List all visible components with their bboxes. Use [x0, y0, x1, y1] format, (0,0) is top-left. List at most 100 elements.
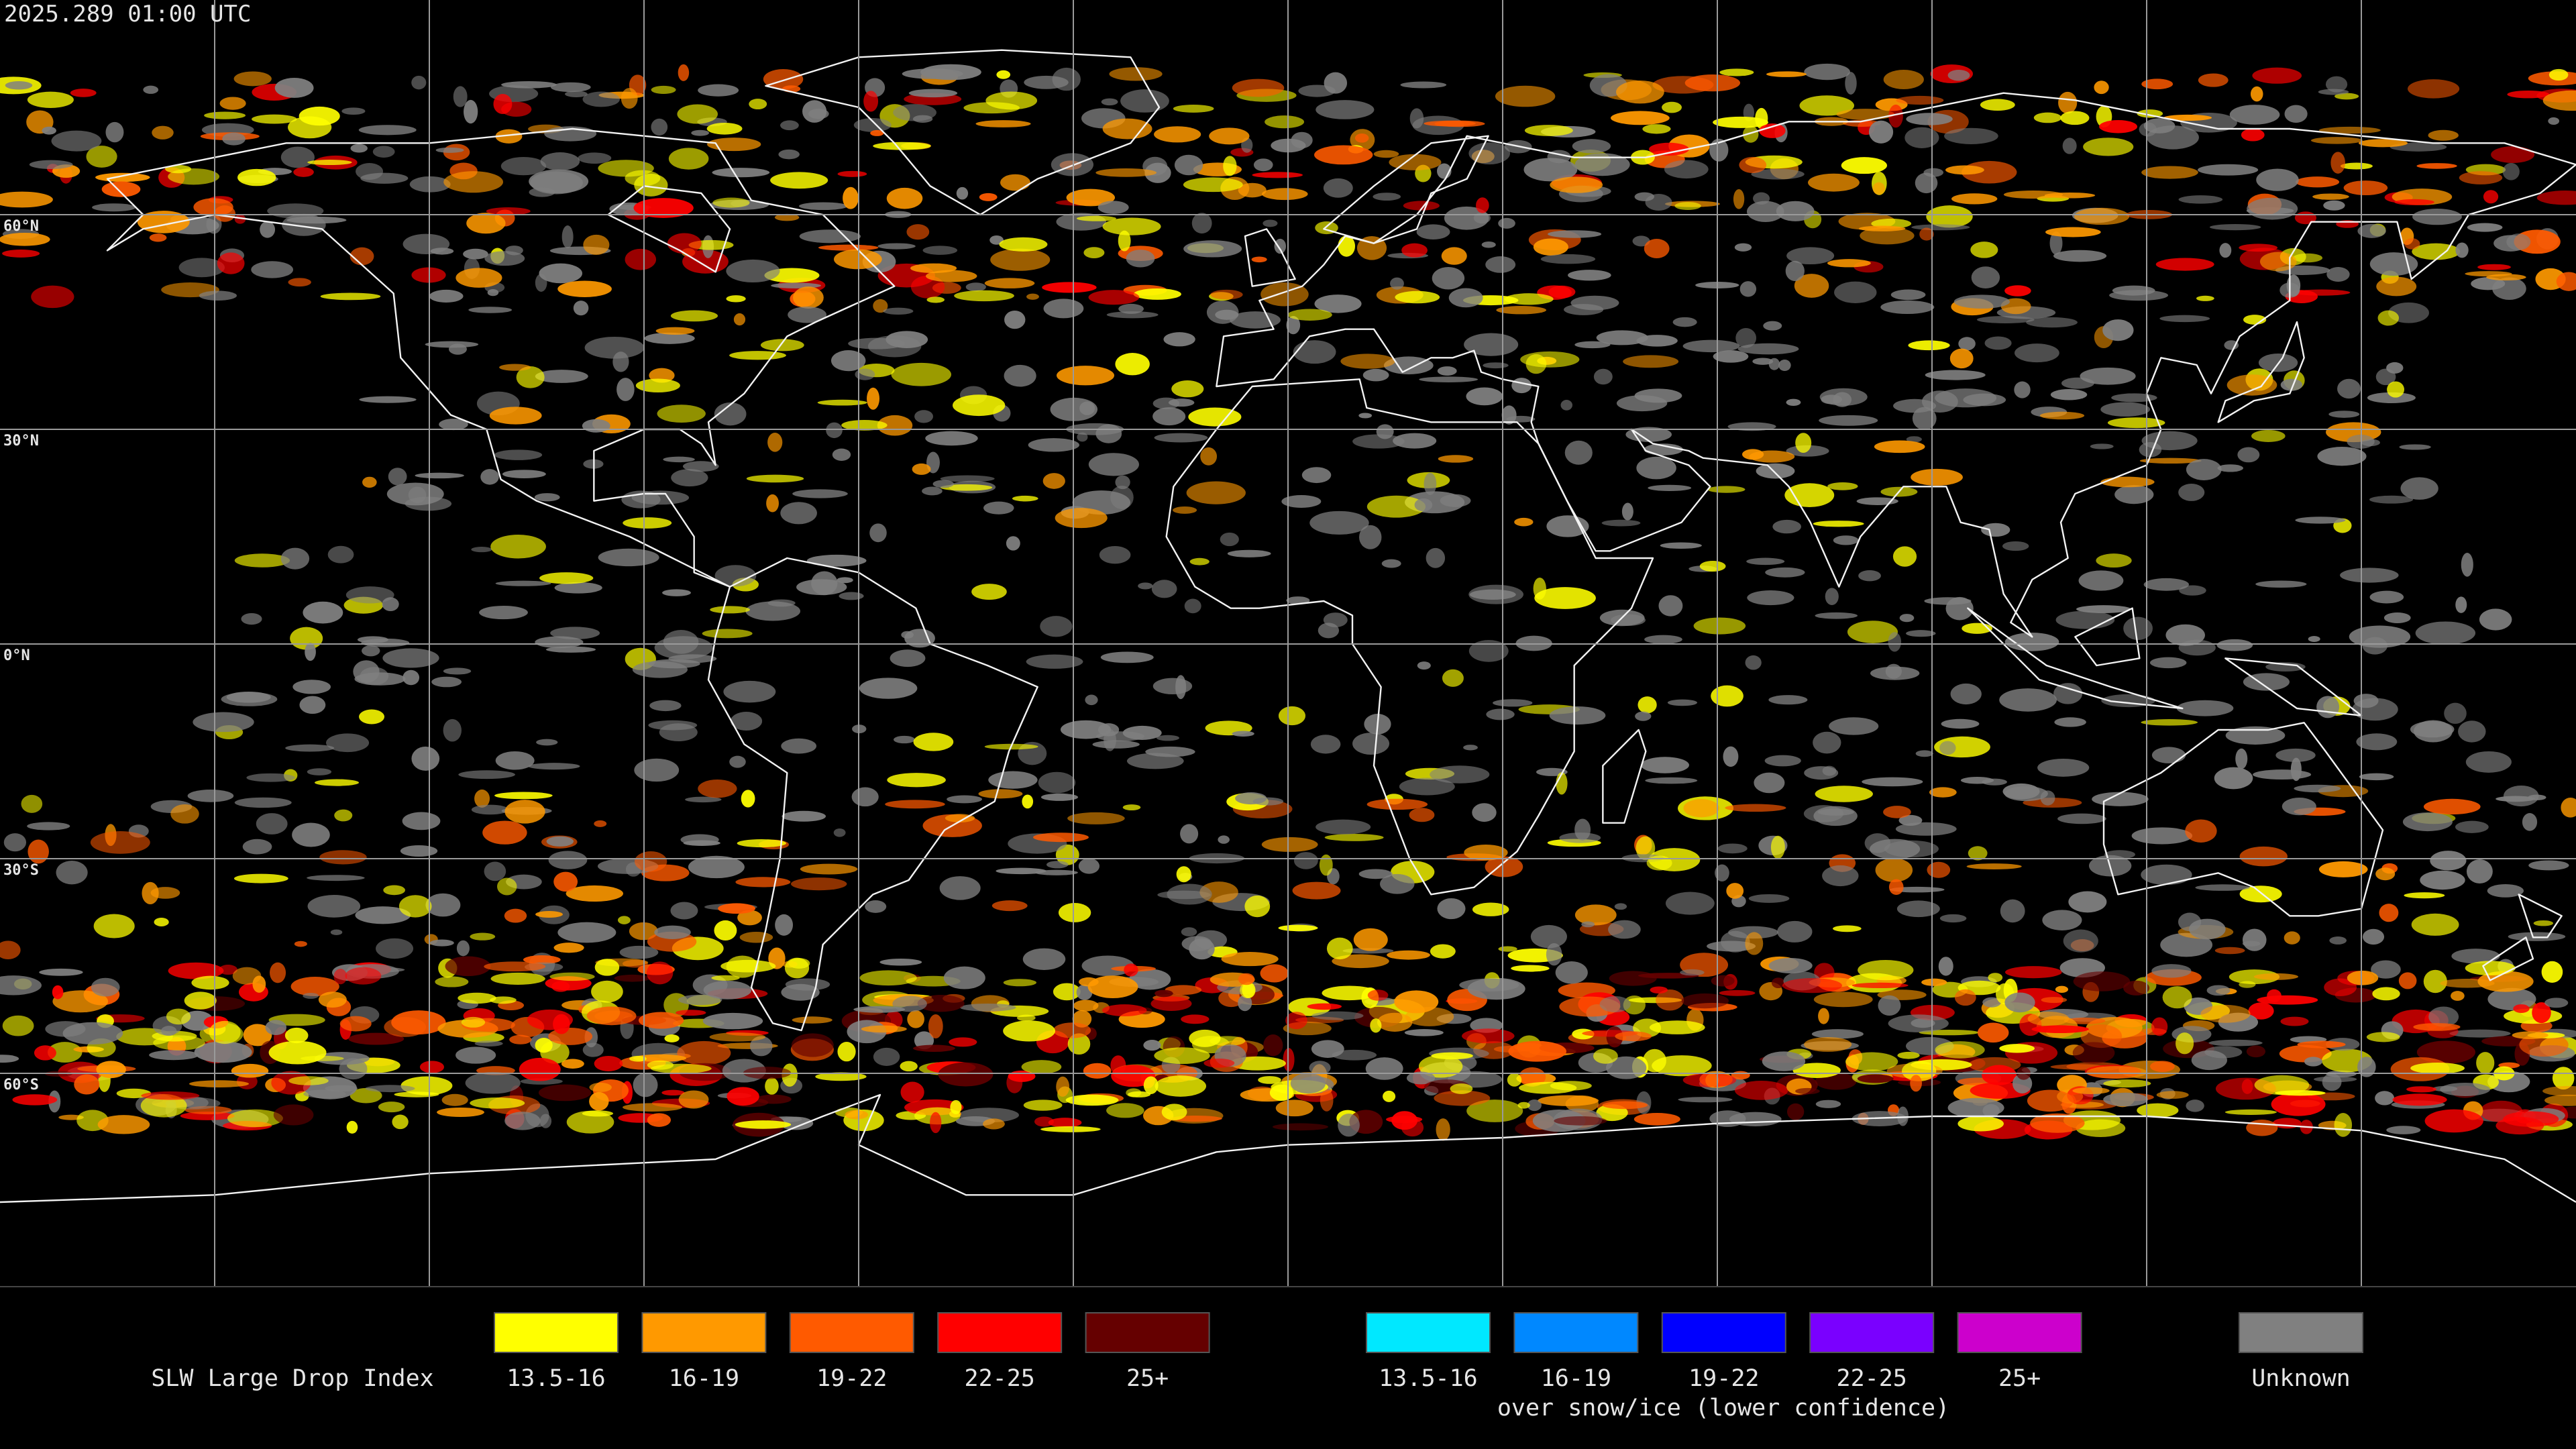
cloud-patch	[1430, 944, 1456, 959]
cloud-patch	[2137, 1103, 2179, 1118]
cloud-patch	[1418, 1055, 1463, 1078]
cloud-patch	[1794, 274, 1829, 298]
cloud-patch	[1486, 708, 1515, 720]
cloud-patch	[1290, 1073, 1326, 1094]
cloud-patch	[1354, 133, 1369, 143]
cloud-patch	[34, 1045, 56, 1061]
legend-swatch	[1957, 1312, 2082, 1353]
cloud-patch	[2209, 223, 2261, 231]
cloud-patch	[1745, 655, 1762, 670]
cloud-patch	[1888, 632, 1902, 652]
cloud-patch	[1892, 546, 1917, 567]
cloud-patch	[739, 932, 773, 943]
cloud-patch	[1161, 1104, 1187, 1120]
cloud-patch	[92, 203, 136, 212]
cloud-patch	[1278, 706, 1306, 726]
cloud-patch	[1314, 294, 1362, 313]
latitude-label: 0°N	[3, 647, 30, 664]
cloud-patch	[735, 877, 791, 888]
cloud-patch	[299, 106, 340, 126]
cloud-patch	[2139, 442, 2162, 458]
cloud-patch	[2357, 1057, 2376, 1077]
cloud-patch	[415, 472, 464, 479]
cloud-patch	[594, 959, 620, 976]
cloud-patch	[1527, 1099, 1542, 1112]
cloud-patch	[1799, 95, 1855, 116]
snow-ice-caption: over snow/ice (lower confidence)	[1497, 1395, 1949, 1421]
cloud-patch	[668, 148, 709, 170]
cloud-patch	[1012, 495, 1038, 502]
cloud-patch	[1183, 240, 1242, 258]
legend-label: 16-19	[1541, 1365, 1611, 1392]
cloud-patch	[1083, 1063, 1112, 1079]
legend-label: 25+	[1998, 1365, 2041, 1392]
cloud-patch	[1352, 434, 1405, 449]
cloud-patch	[664, 1034, 680, 1042]
cloud-patch	[1608, 920, 1641, 939]
cloud-patch	[1896, 95, 1944, 105]
cloud-patch	[1281, 494, 1322, 508]
cloud-patch	[2513, 1004, 2530, 1013]
cloud-patch	[1176, 866, 1191, 883]
cloud-patch	[800, 863, 858, 875]
cloud-patch	[702, 1012, 763, 1030]
cloud-patch	[2248, 1002, 2274, 1020]
cloud-patch	[999, 237, 1048, 252]
cloud-patch	[204, 111, 246, 119]
cloud-patch	[2062, 138, 2077, 154]
cloud-patch	[960, 1003, 1016, 1012]
cloud-patch	[2334, 1112, 2353, 1137]
cloud-patch	[2533, 920, 2554, 926]
cloud-patch	[1052, 67, 1081, 91]
cloud-patch	[2325, 76, 2348, 93]
cloud-patch	[2428, 1006, 2459, 1027]
cloud-patch	[402, 669, 420, 686]
cloud-patch	[616, 378, 635, 401]
cloud-patch	[2286, 274, 2301, 297]
cloud-patch	[2375, 1091, 2395, 1106]
cloud-patch	[737, 839, 786, 848]
cloud-patch	[535, 910, 563, 918]
cloud-patch	[792, 1016, 833, 1024]
cloud-patch	[922, 486, 943, 496]
cloud-patch	[2479, 608, 2512, 631]
cloud-patch	[360, 667, 389, 686]
cloud-patch	[2367, 392, 2416, 403]
cloud-patch	[443, 667, 472, 675]
cloud-patch	[586, 1006, 637, 1026]
cloud-patch	[2449, 1029, 2511, 1038]
cloud-patch	[504, 1112, 541, 1130]
cloud-patch	[788, 306, 827, 323]
cloud-patch	[887, 773, 946, 788]
cloud-patch	[2196, 295, 2214, 301]
cloud-patch	[1440, 494, 1471, 507]
cloud-patch	[1292, 881, 1341, 900]
cloud-patch	[863, 91, 879, 112]
cloud-patch	[1496, 306, 1547, 315]
cloud-patch	[1519, 1067, 1546, 1087]
cloud-patch	[1641, 757, 1689, 773]
cloud-patch	[617, 916, 631, 924]
cloud-patch	[2337, 378, 2361, 399]
cloud-patch	[1768, 695, 1808, 705]
cloud-patch	[1908, 340, 1950, 351]
cloud-patch	[663, 630, 699, 654]
cloud-patch	[883, 307, 914, 315]
cloud-patch	[445, 956, 491, 977]
cloud-patch	[1309, 1061, 1331, 1075]
cloud-patch	[538, 1084, 592, 1102]
cloud-patch	[2308, 636, 2320, 642]
cloud-patch	[28, 839, 49, 864]
cloud-patch	[2178, 484, 2205, 501]
cloud-patch	[2506, 233, 2531, 250]
cloud-patch	[1088, 290, 1140, 305]
cloud-patch	[2055, 985, 2069, 994]
cloud-patch	[435, 976, 469, 987]
cloud-patch	[1189, 1029, 1221, 1047]
cloud-patch	[1638, 696, 1657, 714]
cloud-patch	[711, 975, 740, 981]
cloud-patch	[737, 910, 762, 926]
cloud-patch	[1719, 989, 1756, 996]
legend-label: 16-19	[669, 1365, 739, 1392]
cloud-patch	[52, 990, 109, 1013]
